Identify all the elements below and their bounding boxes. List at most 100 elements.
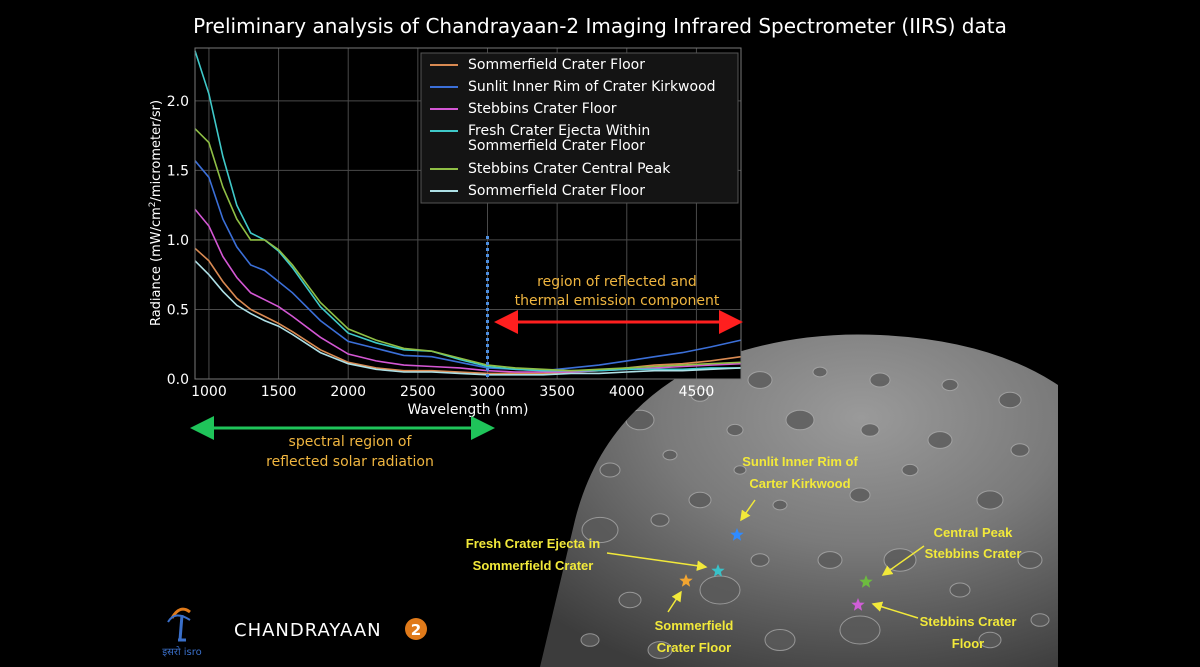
label-sommerfield-floor: Sommerfield Crater Floor bbox=[655, 590, 734, 655]
x-tick-label: 3500 bbox=[539, 384, 575, 400]
plot-frame bbox=[194, 47, 742, 380]
solar-region-annotation: spectral region of reflected solar radia… bbox=[190, 416, 495, 470]
label-sommerfield-line-1: Sommerfield bbox=[655, 618, 734, 633]
legend-label-6: Sommerfield Crater Floor bbox=[468, 183, 645, 199]
location-star-5 bbox=[679, 574, 693, 587]
legend-label-1: Sommerfield Crater Floor bbox=[468, 57, 645, 73]
label-kirkwood-line-1: Sunlit Inner Rim of bbox=[742, 454, 858, 469]
y-tick-label: 1.0 bbox=[167, 233, 189, 249]
series-lines bbox=[194, 50, 742, 376]
legend-label-2: Sunlit Inner Rim of Crater Kirkwood bbox=[468, 79, 716, 95]
y-tick-label: 2.0 bbox=[167, 94, 189, 110]
moon-surface-image bbox=[540, 334, 1058, 667]
x-tick-label: 2500 bbox=[400, 384, 436, 400]
chart-legend: Sommerfield Crater Floor Sunlit Inner Rim… bbox=[420, 52, 739, 204]
crater bbox=[650, 513, 670, 527]
series-line-5 bbox=[194, 128, 742, 372]
crater bbox=[733, 465, 747, 475]
x-axis-label: Wavelength (nm) bbox=[408, 402, 529, 418]
label-central-peak: Central Peak Stebbins Crater bbox=[881, 525, 1022, 576]
crater bbox=[976, 490, 1004, 510]
crater bbox=[869, 372, 891, 388]
crater bbox=[901, 463, 919, 477]
crater bbox=[927, 431, 953, 449]
label-fresh-ejecta: Fresh Crater Ejecta in Sommerfield Crate… bbox=[466, 536, 708, 573]
crater bbox=[812, 366, 828, 378]
series-line-2 bbox=[194, 160, 742, 372]
crater bbox=[785, 409, 815, 431]
x-tick-label: 4500 bbox=[679, 384, 715, 400]
crater bbox=[978, 631, 1002, 649]
legend-label-4: Fresh Crater Ejecta Within bbox=[468, 123, 650, 139]
crater bbox=[949, 582, 971, 598]
location-star-4 bbox=[851, 598, 865, 611]
thermal-region-annotation: region of reflected and thermal emission… bbox=[494, 274, 743, 334]
label-ejecta-line-1: Fresh Crater Ejecta in bbox=[466, 536, 600, 551]
label-central-line-1: Central Peak bbox=[934, 525, 1014, 540]
x-tick-label: 2000 bbox=[330, 384, 366, 400]
label-kirkwood-line-2: Carter Kirkwood bbox=[749, 476, 850, 491]
y-tick-label: 1.5 bbox=[167, 163, 189, 179]
y-tick-label: 0.5 bbox=[167, 302, 189, 318]
isro-logo: इसरो isro bbox=[162, 607, 202, 658]
solar-label-line-2: reflected solar radiation bbox=[266, 454, 434, 470]
y-tick-labels: 0.0 0.5 1.0 1.5 2.0 bbox=[167, 94, 189, 388]
crater bbox=[688, 491, 712, 509]
crater bbox=[772, 499, 788, 511]
crater bbox=[750, 553, 770, 567]
crater bbox=[1030, 613, 1050, 627]
moon-location-labels: Sunlit Inner Rim of Carter Kirkwood Fres… bbox=[466, 454, 1022, 655]
x-tick-label: 1000 bbox=[191, 384, 227, 400]
crater bbox=[662, 449, 678, 461]
label-kirkwood: Sunlit Inner Rim of Carter Kirkwood bbox=[740, 454, 858, 522]
label-central-line-2: Stebbins Crater bbox=[925, 546, 1022, 561]
crater bbox=[839, 615, 881, 645]
crater bbox=[860, 423, 880, 437]
mission-number-badge bbox=[405, 618, 427, 640]
crater bbox=[647, 641, 673, 659]
thermal-label-line-2: thermal emission component bbox=[515, 293, 720, 309]
crater bbox=[849, 487, 871, 503]
y-axis-label: Radiance (mW/cm2/micrometer/sr) bbox=[148, 100, 164, 326]
label-sommerfield-line-2: Crater Floor bbox=[657, 640, 731, 655]
isro-logo-text: इसरो isro bbox=[162, 646, 202, 658]
crater bbox=[747, 371, 773, 389]
crater bbox=[726, 423, 744, 437]
crater bbox=[699, 575, 741, 605]
legend-box bbox=[420, 52, 739, 204]
chart-title: Preliminary analysis of Chandrayaan-2 Im… bbox=[193, 14, 1007, 38]
location-star-1 bbox=[730, 528, 744, 541]
crater bbox=[618, 591, 642, 609]
crater bbox=[764, 629, 796, 651]
mission-name: CHANDRAYAAN bbox=[234, 620, 382, 641]
y-tick-label: 0.0 bbox=[167, 372, 189, 388]
crater bbox=[817, 551, 843, 569]
crater bbox=[625, 409, 655, 431]
label-stebbins-line-2: Floor bbox=[952, 636, 985, 651]
solar-label-line-1: spectral region of bbox=[289, 434, 413, 450]
thermal-label-line-1: region of reflected and bbox=[537, 274, 697, 290]
crater bbox=[941, 378, 959, 392]
crater bbox=[883, 548, 917, 572]
crater bbox=[690, 388, 710, 402]
radiance-line-chart: 1000 1500 2000 2500 3000 3500 4000 4500 0.0 0.5 1… bbox=[148, 47, 742, 418]
location-stars bbox=[679, 528, 873, 611]
crater bbox=[599, 462, 621, 478]
chandrayaan-logo: CHANDRAYAAN 2 bbox=[234, 618, 427, 641]
legend-label-3: Stebbins Crater Floor bbox=[468, 101, 617, 117]
crater bbox=[1010, 443, 1030, 457]
series-line-6 bbox=[194, 260, 742, 376]
crater bbox=[1017, 551, 1043, 569]
x-tick-label: 4000 bbox=[609, 384, 645, 400]
x-tick-label: 3000 bbox=[470, 384, 506, 400]
label-stebbins-line-1: Stebbins Crater bbox=[920, 614, 1017, 629]
crater bbox=[581, 516, 619, 544]
legend-label-5: Stebbins Crater Central Peak bbox=[468, 161, 671, 177]
x-tick-label: 1500 bbox=[261, 384, 297, 400]
location-star-2 bbox=[711, 564, 725, 577]
mission-number: 2 bbox=[411, 621, 421, 639]
location-star-3 bbox=[859, 575, 873, 588]
legend-label-4: Sommerfield Crater Floor bbox=[468, 138, 645, 154]
crater bbox=[998, 391, 1022, 409]
crater bbox=[580, 633, 600, 647]
